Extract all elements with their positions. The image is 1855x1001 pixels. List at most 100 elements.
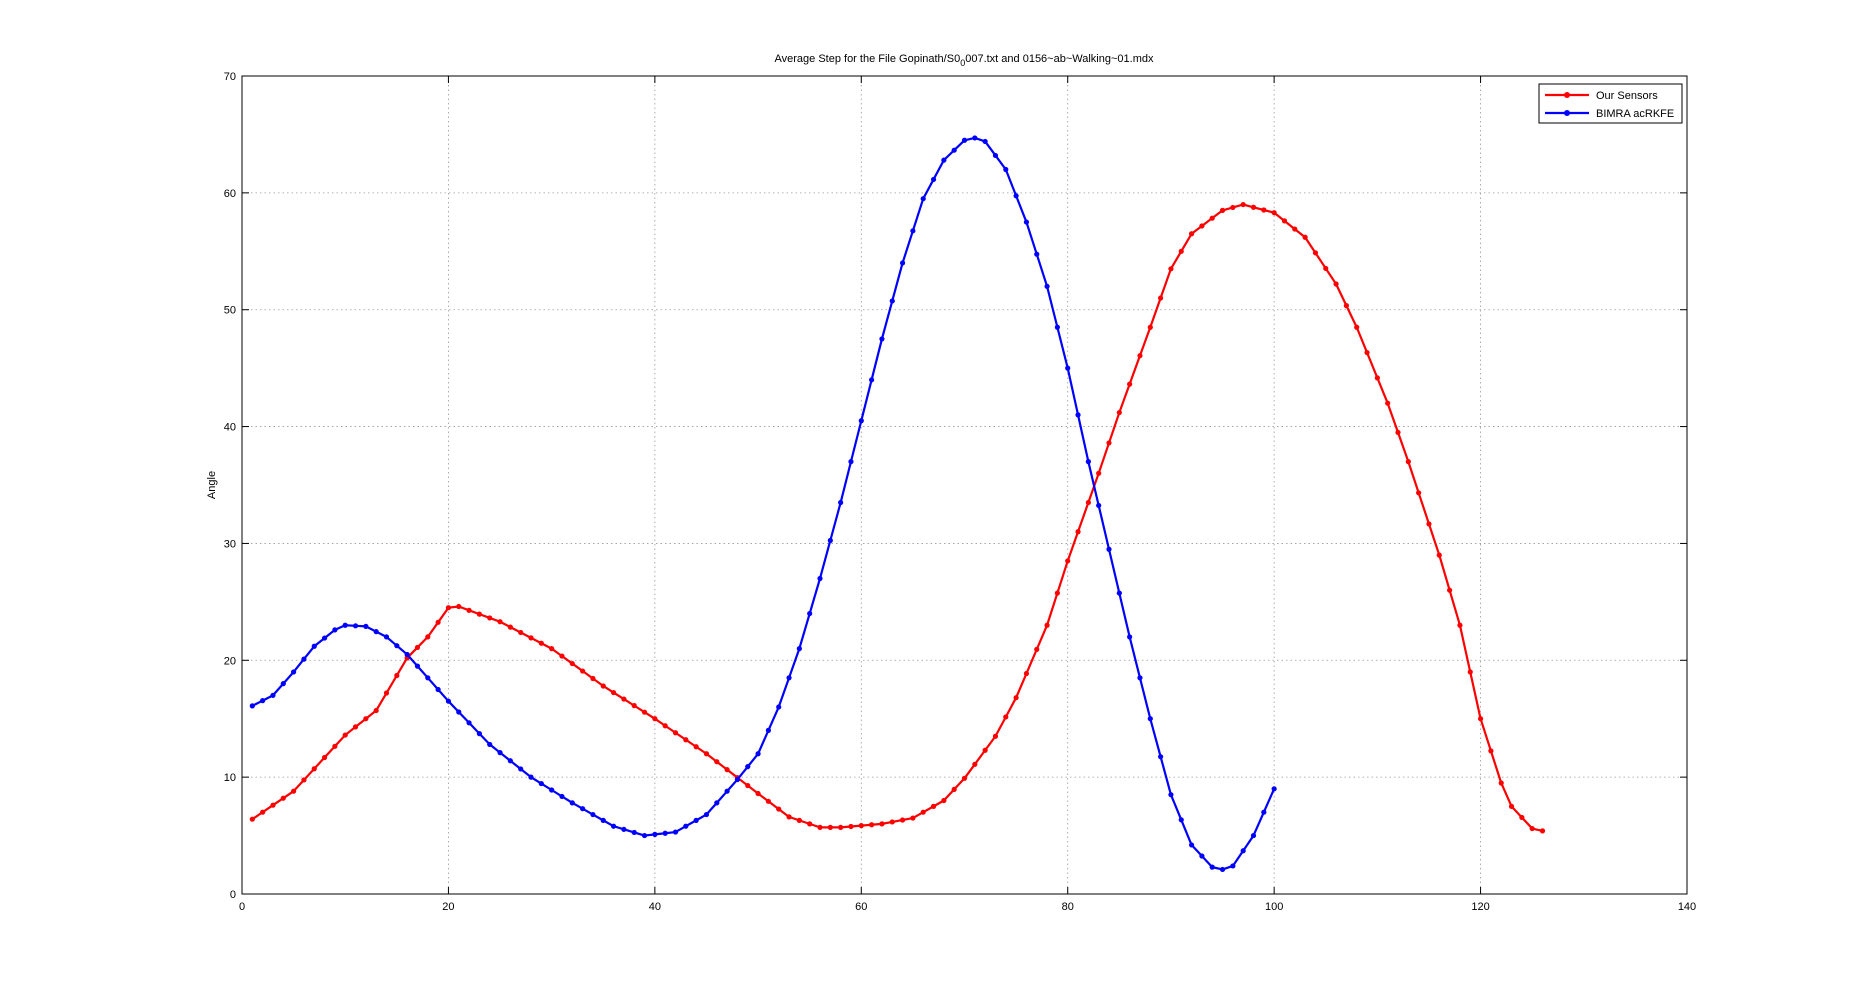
data-point (889, 298, 895, 304)
data-point (321, 635, 328, 641)
data-point (765, 727, 771, 734)
data-point (1116, 590, 1122, 596)
data-point (1230, 204, 1236, 211)
plot-area (242, 76, 1687, 894)
data-point (672, 730, 679, 736)
data-point (724, 767, 730, 773)
data-point (311, 643, 317, 649)
data-point (270, 802, 276, 808)
data-point (703, 811, 710, 818)
data-point (1219, 866, 1226, 873)
y-tick-label: 0 (230, 889, 236, 901)
data-point (1240, 201, 1246, 208)
data-point (1137, 353, 1143, 359)
data-point (765, 798, 771, 804)
data-point (786, 814, 792, 820)
data-point (590, 675, 596, 682)
data-point (445, 698, 452, 704)
series-our-sensors (249, 201, 1546, 834)
data-point (404, 651, 410, 658)
data-point (786, 675, 792, 681)
data-point (1467, 669, 1473, 675)
data-point (321, 754, 328, 761)
data-point (507, 758, 513, 764)
y-tick-label: 60 (224, 188, 236, 200)
data-point (487, 615, 493, 621)
data-point (590, 811, 596, 818)
data-point (1261, 207, 1267, 213)
data-point (497, 619, 503, 625)
data-point (466, 720, 472, 726)
x-tick-label: 120 (1471, 901, 1489, 913)
data-point (373, 707, 379, 714)
data-point (363, 623, 369, 630)
data-point (652, 831, 658, 838)
tick-labels: 0 20 40 60 80 100 120 140 0 10 20 30 40 50 60 70 (224, 71, 1696, 913)
legend: Our Sensors BIMRA acRKFE (1538, 83, 1683, 124)
data-point (869, 377, 875, 383)
data-point (858, 418, 864, 424)
data-point (1374, 375, 1380, 381)
data-point (414, 663, 421, 669)
data-point (1199, 223, 1205, 229)
data-point (610, 689, 617, 696)
data-point (807, 821, 813, 827)
data-point (1395, 429, 1401, 436)
plot-frame (241, 75, 1688, 895)
data-point (1519, 814, 1525, 821)
data-point (1477, 716, 1484, 722)
chart-title-subscript: 0 (960, 58, 965, 68)
data-point (1281, 218, 1288, 224)
data-point (951, 786, 957, 793)
data-point (1075, 412, 1081, 418)
data-point (807, 610, 813, 617)
data-point (291, 788, 297, 794)
data-point (1158, 754, 1164, 760)
chart-title: Average Step for the File Gopinath/S0000… (775, 53, 1154, 68)
data-point (476, 611, 482, 617)
data-point (662, 723, 668, 729)
data-point (1034, 251, 1040, 257)
data-point (838, 824, 844, 830)
data-point (961, 137, 968, 143)
data-point (1085, 499, 1091, 506)
data-point (848, 459, 854, 465)
data-point (373, 629, 379, 635)
data-point (1023, 219, 1030, 225)
data-point (456, 603, 462, 610)
data-point (1158, 295, 1164, 301)
data-point (394, 643, 400, 649)
data-point (899, 260, 906, 266)
data-point (342, 732, 348, 738)
y-tick-label: 20 (224, 655, 236, 667)
data-point (332, 627, 338, 633)
data-point (776, 806, 782, 812)
data-point (466, 607, 472, 613)
data-point (992, 152, 999, 159)
data-point (1044, 283, 1050, 289)
data-point (291, 669, 297, 675)
data-point (1065, 558, 1071, 564)
data-point (1116, 409, 1122, 416)
data-point (672, 829, 679, 835)
y-axis-label: Angle (206, 471, 218, 499)
data-point (714, 759, 720, 765)
data-point (1168, 266, 1174, 272)
data-point (1271, 210, 1277, 216)
data-point (1044, 622, 1050, 628)
data-point (848, 823, 854, 830)
data-point (941, 797, 947, 804)
data-point (1085, 459, 1091, 465)
data-point (817, 824, 823, 830)
data-point (569, 660, 575, 667)
data-point (755, 790, 761, 797)
data-point (528, 635, 534, 641)
data-point (1508, 803, 1515, 809)
data-point (518, 629, 524, 636)
data-point (889, 819, 895, 825)
data-point (569, 800, 575, 806)
ticks (241, 75, 1688, 895)
data-point (1364, 349, 1370, 356)
data-point (621, 826, 627, 832)
data-point (652, 716, 658, 722)
